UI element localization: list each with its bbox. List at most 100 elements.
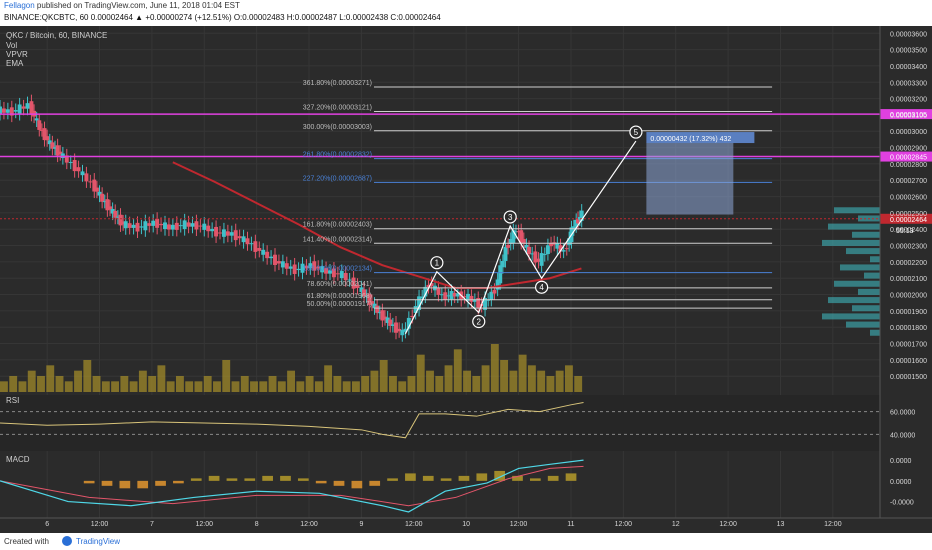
candle-body	[163, 222, 167, 230]
candle-body	[84, 173, 89, 182]
volume-bar	[46, 365, 55, 392]
candle-body	[367, 293, 372, 306]
candle-body	[316, 266, 321, 269]
volume-bar	[55, 376, 64, 392]
rsi-title: RSI	[6, 396, 19, 405]
candle-body	[413, 305, 418, 313]
volume-bar	[92, 376, 101, 392]
time-tick-label: 12:00	[196, 521, 214, 528]
rsi-tick-label: 60.0000	[890, 410, 915, 417]
candle-body	[380, 310, 385, 321]
volume-bar	[166, 381, 175, 392]
price-tick-label: 0.00003000	[890, 129, 927, 136]
candle-body	[542, 254, 547, 256]
candle-body	[359, 287, 364, 292]
macd-histogram-bar	[494, 470, 505, 481]
candle-body	[39, 129, 44, 131]
volume-bar	[435, 376, 444, 392]
candle-body	[483, 297, 488, 310]
candle-body	[47, 140, 52, 145]
candle-body	[489, 291, 494, 300]
volume-bar	[481, 365, 490, 392]
candle-body	[369, 301, 374, 305]
candle-body	[97, 191, 102, 196]
author-link[interactable]: Fellagon	[4, 1, 35, 10]
candle-body	[269, 256, 274, 259]
fib-level-label: 227.20%(0.00002687)	[303, 175, 372, 182]
price-tick-label: 0.00002800	[890, 162, 927, 169]
price-tick-label: 0.00003500	[890, 48, 927, 55]
candle-body	[469, 295, 474, 302]
candle-body	[300, 263, 305, 273]
candle-body	[127, 223, 132, 228]
candle-body	[530, 253, 535, 255]
volume-bar	[509, 370, 518, 392]
time-tick-label: 12:00	[91, 521, 109, 528]
macd-histogram-bar	[440, 478, 452, 481]
vpvr-bar	[828, 297, 880, 304]
candle-body	[423, 286, 428, 297]
wave-point-circle	[430, 256, 444, 270]
wave-point-label: 3	[508, 213, 513, 222]
tradingview-link[interactable]: TradingView	[76, 537, 121, 546]
candle-body	[105, 199, 110, 211]
volume-bar	[277, 381, 286, 392]
volume-bar	[240, 376, 249, 392]
candle-body	[533, 251, 538, 263]
vpvr-bar	[858, 288, 880, 295]
candle-body	[555, 243, 560, 249]
candle-body	[506, 244, 511, 248]
candle-body	[567, 238, 572, 246]
candle-body	[190, 223, 195, 227]
candle-body	[439, 294, 444, 296]
candle-body	[328, 270, 332, 274]
time-tick-label: 12:00	[719, 521, 737, 528]
macd-histogram-bar	[262, 475, 273, 481]
candle-body	[249, 243, 254, 245]
candle-body	[449, 291, 454, 300]
price-tick-label: 0.00002200	[890, 260, 927, 267]
candle-body	[443, 292, 448, 300]
candle-body	[113, 210, 118, 218]
candle-body	[320, 266, 325, 273]
vpvr-bar	[822, 313, 880, 320]
volume-layer	[0, 207, 880, 392]
volume-bar	[9, 376, 18, 392]
volume-bar	[101, 381, 110, 392]
wave-point-label: 1	[435, 259, 440, 268]
candle-body	[1, 108, 6, 113]
candle-body	[5, 109, 10, 113]
macd-histogram-bar	[512, 475, 523, 481]
candle-body	[68, 161, 73, 163]
candle-body	[495, 279, 500, 290]
candle-body	[151, 220, 156, 226]
time-tick-label: 13	[777, 521, 785, 528]
candle-body	[0, 106, 2, 114]
candle-body	[372, 303, 377, 309]
publish-info: published on TradingView.com, June 11, 2…	[36, 1, 240, 10]
time-tick-label: 12:00	[405, 521, 423, 528]
volume-bar	[324, 365, 333, 392]
macd-histogram-bar	[190, 478, 202, 481]
candle-body	[417, 296, 422, 310]
vpvr-bar	[864, 272, 880, 279]
indicator-layer	[0, 402, 880, 513]
candle-body	[351, 277, 356, 289]
volume-bar	[370, 370, 379, 392]
price-tick-label: 0.00003100	[890, 113, 927, 120]
candle-body	[147, 223, 152, 226]
macd-histogram-bar	[280, 475, 291, 481]
target-box	[646, 142, 734, 215]
candle-body	[524, 244, 529, 248]
volume-bar	[175, 376, 184, 392]
chart-area[interactable]: 361.80%(0.00003271) 327.20%(0.00003121) 30…	[0, 26, 932, 533]
elliott-wave-path	[404, 140, 637, 335]
symbol-label: QKC / Bitcoin, 60, BINANCE	[6, 31, 107, 40]
macd-histogram-bar	[476, 473, 488, 481]
chart-svg[interactable]: 361.80%(0.00003271)327.20%(0.00003121)30…	[0, 26, 932, 533]
vpvr-bar	[822, 239, 880, 246]
time-tick-label: 12	[672, 521, 680, 528]
macd-line	[0, 459, 584, 513]
candle-body	[400, 329, 405, 336]
indicator-vol: Vol	[6, 41, 17, 50]
